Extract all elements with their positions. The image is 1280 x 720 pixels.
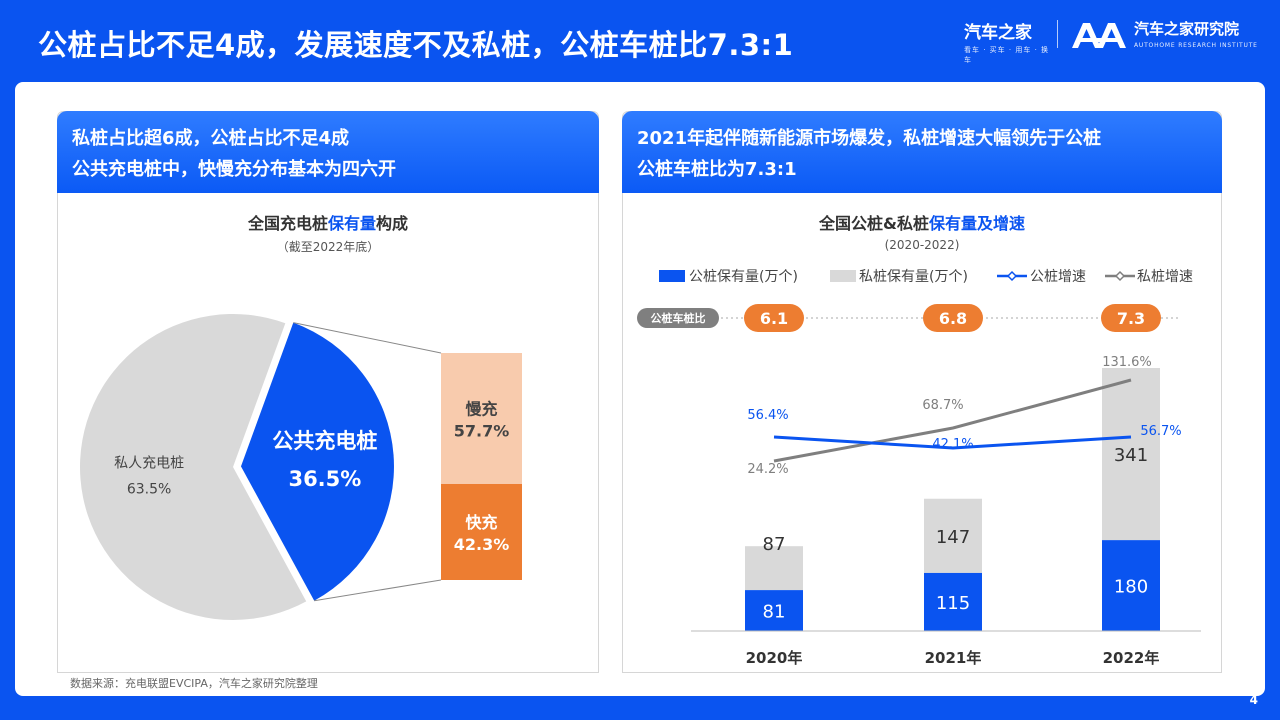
autohome-logo: 汽车之家 看车 · 买车 · 用车 · 换车 (964, 18, 1054, 65)
bar-private-2022年 (1102, 368, 1160, 541)
bar-public-2022年 (1102, 540, 1160, 631)
bar-value-private: 87 (763, 534, 786, 555)
pie-chart-subtitle: （截至2022年底） (276, 240, 380, 254)
ratio-value: 6.8 (939, 309, 967, 328)
connector-line-bottom (314, 579, 442, 602)
pie-header-line2: 公共充电桩中，快慢充分布基本为四六开 (72, 159, 396, 180)
breakdown-bar-slow (441, 353, 522, 484)
pie-label-private-name: 私人充电桩 (114, 454, 184, 471)
bar-chart-subtitle: (2020-2022) (884, 238, 960, 252)
x-tick-label: 2022年 (1103, 649, 1160, 667)
bar-value-private: 147 (936, 527, 970, 548)
data-source: 数据来源：充电联盟EVCIPA，汽车之家研究院整理 (70, 677, 318, 690)
ratio-pill-2020年 (744, 304, 804, 332)
bar-private-2020年 (745, 546, 803, 591)
bar-chart-title: 全国公桩&私桩保有量及增速 (819, 214, 1025, 233)
bar-header-line2: 公桩车桩比为7.3:1 (637, 159, 797, 180)
label-public-growth: 42.1% (932, 437, 973, 452)
label-private-growth: 68.7% (922, 398, 963, 413)
x-tick-label: 2020年 (746, 649, 803, 667)
page-number: 4 (1249, 693, 1258, 707)
pie-chart: 公共充电桩 36.5% 私人充电桩 63.5% 慢充 57.7% 快充 42.3% (79, 314, 522, 620)
pie-slice-public (240, 322, 394, 601)
bar-panel-header: 2021年起伴随新能源市场爆发，私桩增速大幅领先于公桩 公桩车桩比为7.3:1 (622, 111, 1222, 193)
pie-label-public-value: 36.5% (288, 467, 361, 491)
bar-value-public: 115 (936, 593, 970, 614)
institute-name: 汽车之家研究院 (1134, 20, 1240, 38)
legend-label-private: 私桩保有量(万个) (859, 268, 968, 285)
ratio-value: 6.1 (760, 309, 788, 328)
connector-line-top (293, 322, 442, 354)
bar-public-2020年 (745, 590, 803, 631)
bar-value-private: 341 (1114, 445, 1148, 466)
bar-private-2021年 (924, 498, 982, 573)
breakdown-label-name: 快充 (465, 513, 497, 532)
bar-chart: 公桩保有量(万个) 私桩保有量(万个) 公桩增速 私桩增速 公桩车桩比 6.1 6.8 7.… (637, 268, 1201, 667)
ratio-label: 公桩车桩比 (651, 311, 706, 325)
legend-label-public: 公桩保有量(万个) (689, 268, 798, 285)
line-private-growth (773, 378, 1132, 463)
label-private-growth: 24.2% (747, 462, 788, 477)
legend-swatch-public (659, 270, 685, 282)
legend-marker-private (1114, 270, 1126, 282)
label-public-growth: 56.7% (1140, 424, 1181, 439)
breakdown-bar-fast (441, 483, 522, 580)
autohome-name: 汽车之家 (964, 23, 1032, 43)
pie-slice-private (79, 314, 307, 620)
line-public-growth (773, 435, 1132, 450)
legend-label-private-growth: 私桩增速 (1137, 268, 1193, 285)
autohome-slogan: 看车 · 买车 · 用车 · 换车 (964, 46, 1050, 64)
legend-marker-public (1006, 270, 1018, 282)
bar-header-line1: 2021年起伴随新能源市场爆发，私桩增速大幅领先于公桩 (637, 128, 1102, 149)
bar-panel: 2021年起伴随新能源市场爆发，私桩增速大幅领先于公桩 公桩车桩比为7.3:1 … (622, 111, 1222, 673)
pie-label-public-name: 公共充电桩 (272, 429, 377, 453)
brand-divider (1057, 20, 1058, 48)
chart-legend: 公桩保有量(万个) 私桩保有量(万个) 公桩增速 私桩增速 (659, 268, 1193, 285)
breakdown-label-value: 42.3% (454, 535, 510, 554)
label-private-growth: 131.6% (1102, 355, 1152, 370)
institute-logo: 汽车之家研究院 AUTOHOME RESEARCH INSTITUTE (1134, 18, 1258, 49)
pie-chart-title: 全国充电桩保有量构成 (247, 214, 409, 233)
bar-value-public: 180 (1114, 577, 1148, 598)
pie-panel: 私桩占比超6成，公桩占比不足4成 公共充电桩中，快慢充分布基本为四六开 全国充电… (57, 111, 599, 673)
bar-public-2021年 (924, 572, 982, 631)
breakdown-label-value: 57.7% (454, 421, 510, 440)
legend-swatch-private (830, 270, 856, 282)
legend-label-public-growth: 公桩增速 (1030, 268, 1086, 285)
pie-label-private-value: 63.5% (127, 481, 171, 497)
pie-header-line1: 私桩占比超6成，公桩占比不足4成 (72, 128, 350, 149)
ratio-pill-2022年 (1101, 304, 1161, 332)
pie-panel-header: 私桩占比超6成，公桩占比不足4成 公共充电桩中，快慢充分布基本为四六开 (57, 111, 599, 193)
slide-title: 公桩占比不足4成，发展速度不及私桩，公桩车桩比7.3:1 (38, 28, 794, 62)
ar-logo-icon (1072, 23, 1126, 48)
ratio-row: 公桩车桩比 6.1 6.8 7.3 (637, 304, 1181, 332)
label-public-growth: 56.4% (747, 408, 788, 423)
institute-en: AUTOHOME RESEARCH INSTITUTE (1134, 42, 1258, 49)
breakdown-label-name: 慢充 (465, 399, 497, 418)
x-tick-label: 2021年 (925, 649, 982, 667)
bar-value-public: 81 (763, 602, 786, 623)
ratio-value: 7.3 (1117, 309, 1145, 328)
ratio-label-pill (637, 308, 719, 328)
ratio-pill-2021年 (923, 304, 983, 332)
